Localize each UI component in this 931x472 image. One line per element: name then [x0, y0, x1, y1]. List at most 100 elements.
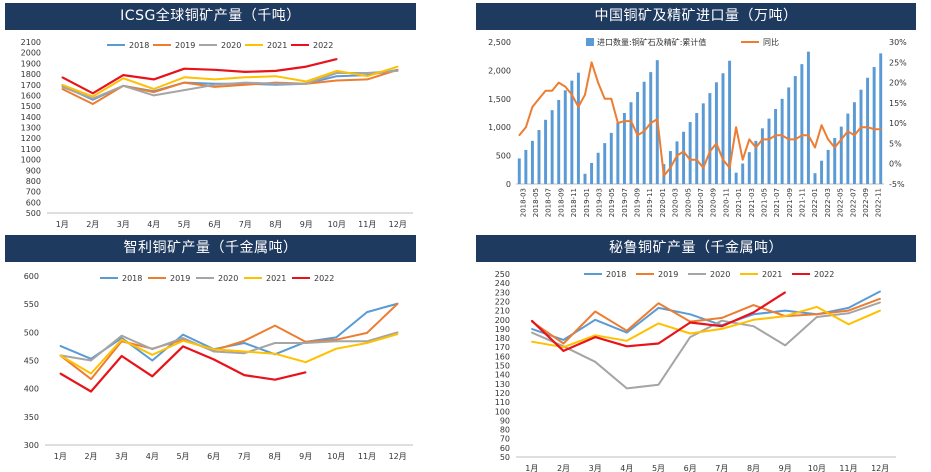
peru-title: 秘鲁铜矿产量（千金属吨） — [476, 235, 916, 262]
y-tick-label: 1900 — [21, 59, 41, 68]
y-tick-label: 2000 — [21, 49, 41, 58]
yoy-point — [643, 130, 645, 133]
y-tick-label: 500 — [24, 328, 39, 337]
data-point-2020 — [784, 344, 786, 347]
data-point-2020 — [274, 82, 277, 85]
yoy-point — [531, 106, 534, 108]
x-tick-label: 3月 — [117, 220, 130, 229]
data-point-2018 — [531, 328, 533, 330]
yoy-point — [866, 126, 869, 128]
x-tick-label: 2018-09 — [557, 188, 565, 217]
y-tick-label: 150 — [495, 362, 510, 371]
data-point-2021 — [120, 338, 123, 341]
x-tick-label: 10月 — [808, 464, 826, 472]
yoy-point — [663, 175, 665, 177]
data-point-2018 — [182, 333, 184, 336]
data-point-2022 — [752, 311, 755, 314]
yoy-point — [584, 93, 586, 96]
bar — [616, 122, 620, 184]
yoy-point — [544, 89, 547, 92]
yoy-point — [768, 138, 770, 141]
data-point-2021 — [366, 342, 368, 344]
data-point-2020 — [304, 342, 307, 344]
chile-title: 智利铜矿产量（千金属吨） — [5, 235, 416, 262]
y-tick-label: 70 — [500, 435, 510, 444]
y-tick-label: 500 — [26, 209, 41, 218]
data-point-2021 — [721, 328, 723, 330]
y-tick-label: 90 — [500, 416, 510, 425]
legend-label-2020: 2020 — [221, 41, 241, 50]
x-tick-label: 10月 — [328, 220, 346, 229]
yoy-point — [748, 138, 751, 141]
bar — [846, 113, 850, 184]
data-point-2021 — [335, 347, 338, 350]
x-tick-label: 12月 — [871, 464, 889, 472]
data-point-2022 — [626, 345, 628, 348]
bar — [826, 149, 830, 184]
data-point-2019 — [91, 103, 94, 105]
imports-title: 中国铜矿及精矿进口量（万吨） — [476, 3, 916, 30]
legend-label-2021: 2021 — [267, 41, 287, 50]
x-tick-label: 1月 — [54, 452, 67, 461]
x-tick-label: 2022-07 — [849, 188, 857, 217]
data-point-2020 — [274, 342, 276, 344]
y-tick-label: 550 — [24, 300, 39, 309]
data-point-2018 — [594, 318, 596, 321]
x-tick-label: 5月 — [176, 452, 189, 461]
data-point-2020 — [396, 70, 399, 72]
y-tick-label: 800 — [26, 177, 41, 186]
data-point-2022 — [304, 371, 307, 374]
data-point-2018 — [626, 331, 628, 334]
x-tick-label: 2021-01 — [735, 188, 743, 217]
data-point-2019 — [366, 332, 368, 334]
data-point-2019 — [594, 310, 596, 313]
data-point-2020 — [335, 340, 338, 343]
legend-label-2019: 2019 — [175, 41, 195, 50]
data-point-2018 — [752, 313, 755, 316]
data-point-2022 — [274, 378, 276, 381]
series-line-2020 — [531, 301, 881, 390]
yoy-point — [577, 106, 580, 108]
data-point-2019 — [879, 297, 881, 300]
bar — [806, 51, 810, 184]
data-point-2020 — [721, 319, 723, 322]
y-left-tick-label: 0 — [506, 180, 511, 189]
data-point-2022 — [151, 375, 154, 378]
data-point-2020 — [152, 94, 155, 97]
y-tick-label: 80 — [500, 426, 510, 435]
data-point-2021 — [626, 339, 628, 342]
data-point-2021 — [366, 75, 369, 77]
yoy-point — [564, 85, 567, 88]
yoy-point — [702, 166, 705, 169]
data-point-2018 — [879, 290, 881, 293]
y-tick-label: 1600 — [21, 91, 41, 100]
data-point-2021 — [183, 76, 186, 79]
data-point-2022 — [182, 345, 184, 348]
yoy-point — [689, 158, 691, 161]
y-tick-label: 60 — [500, 444, 510, 453]
data-point-2020 — [212, 350, 215, 353]
yoy-point — [820, 124, 823, 126]
x-tick-label: 2021-07 — [773, 188, 781, 217]
y-tick-label: 450 — [24, 357, 39, 366]
y-right-tick-label: 15% — [889, 99, 907, 108]
yoy-point — [715, 142, 718, 145]
yoy-point — [603, 98, 606, 100]
y-tick-label: 1200 — [21, 134, 41, 143]
y-tick-label: 350 — [24, 413, 39, 422]
data-point-2021 — [879, 309, 881, 312]
yoy-point — [774, 134, 777, 137]
yoy-line — [518, 61, 881, 177]
data-point-2021 — [122, 77, 125, 80]
y-tick-label: 230 — [495, 288, 510, 297]
bar — [833, 137, 837, 184]
x-tick-label: 2月 — [84, 452, 97, 461]
y-tick-label: 1500 — [21, 102, 41, 111]
x-tick-label: 9月 — [300, 220, 313, 229]
y-left-tick-label: 1,000 — [488, 123, 511, 132]
bar — [793, 76, 797, 184]
x-tick-label: 2019-01 — [583, 188, 591, 217]
series-line-2021 — [59, 333, 398, 375]
data-point-2019 — [626, 329, 628, 332]
data-point-2020 — [366, 72, 369, 74]
